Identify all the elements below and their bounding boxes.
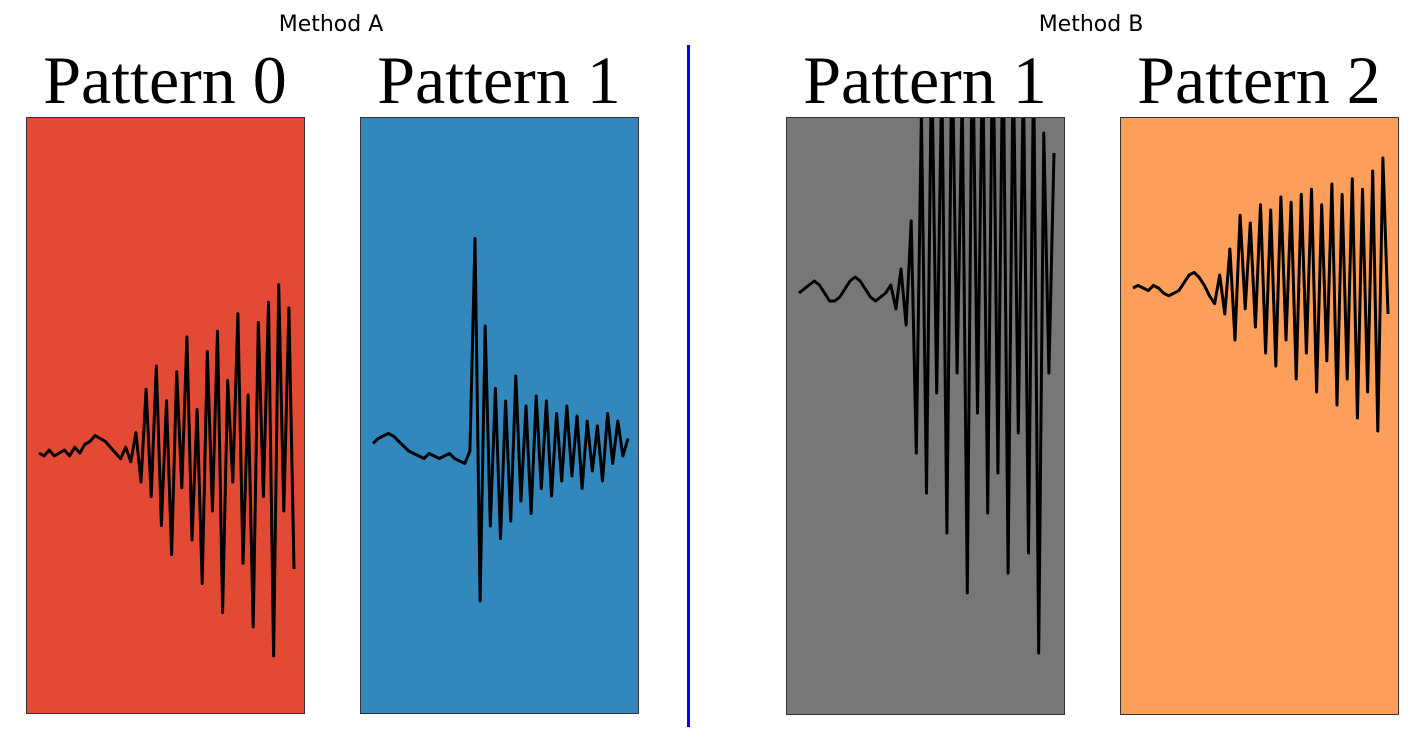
method-divider-line [687,45,690,727]
series-line-3 [798,118,1056,655]
group-title-method-a: Method A [278,12,384,37]
group-title-method-b: Method B [1038,12,1144,37]
panel-title-2: Pattern 1 [377,42,621,118]
plot-panel-3 [786,117,1065,715]
plot-panel-4 [1120,117,1399,715]
plot-panel-1 [26,117,305,714]
plot-svg-4 [1132,156,1390,433]
panel-title-1: Pattern 0 [43,42,287,118]
series-line-4 [1132,156,1390,433]
plot-svg-2 [371,237,630,603]
panel-title-3: Pattern 1 [803,42,1047,118]
series-line-2 [371,237,630,603]
plot-svg-1 [38,283,296,658]
series-line-1 [38,283,296,658]
plot-svg-3 [798,118,1056,655]
plot-panel-2 [360,117,639,714]
panel-title-4: Pattern 2 [1137,42,1381,118]
